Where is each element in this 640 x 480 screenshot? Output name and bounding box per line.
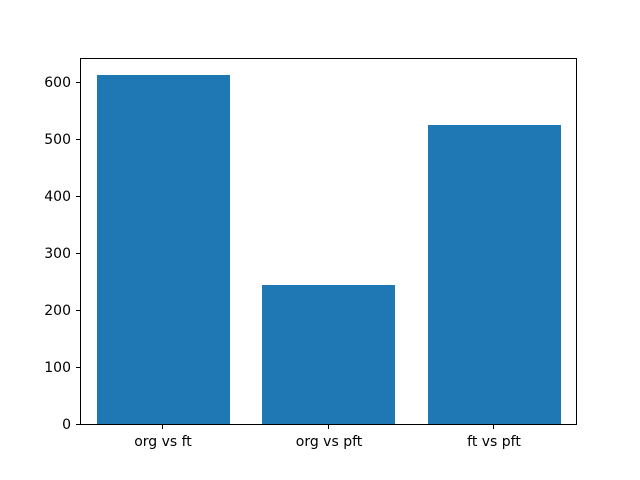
y-tick-mark [76, 310, 80, 311]
y-tick-label: 600 [44, 75, 71, 91]
x-tick-mark [328, 425, 329, 429]
y-tick-mark [76, 367, 80, 368]
x-tick-mark [162, 425, 163, 429]
bar-org-vs-pft [262, 285, 395, 425]
y-tick-mark [76, 139, 80, 140]
y-tick-label: 200 [44, 303, 71, 319]
y-tick-label: 300 [44, 246, 71, 262]
y-tick-mark [76, 253, 80, 254]
x-tick-label-ft-vs-pft: ft vs pft [467, 434, 521, 450]
y-tick-label: 0 [62, 417, 71, 433]
y-tick-label: 500 [44, 132, 71, 148]
x-tick-label-org-vs-ft: org vs ft [134, 434, 192, 450]
y-tick-mark [76, 196, 80, 197]
y-tick-label: 400 [44, 189, 71, 205]
x-tick-mark [493, 425, 494, 429]
y-tick-label: 100 [44, 360, 71, 376]
y-tick-mark [76, 424, 80, 425]
bar-ft-vs-pft [428, 125, 561, 425]
y-tick-mark [76, 82, 80, 83]
x-tick-label-org-vs-pft: org vs pft [295, 434, 363, 450]
bar-org-vs-ft [97, 75, 230, 425]
